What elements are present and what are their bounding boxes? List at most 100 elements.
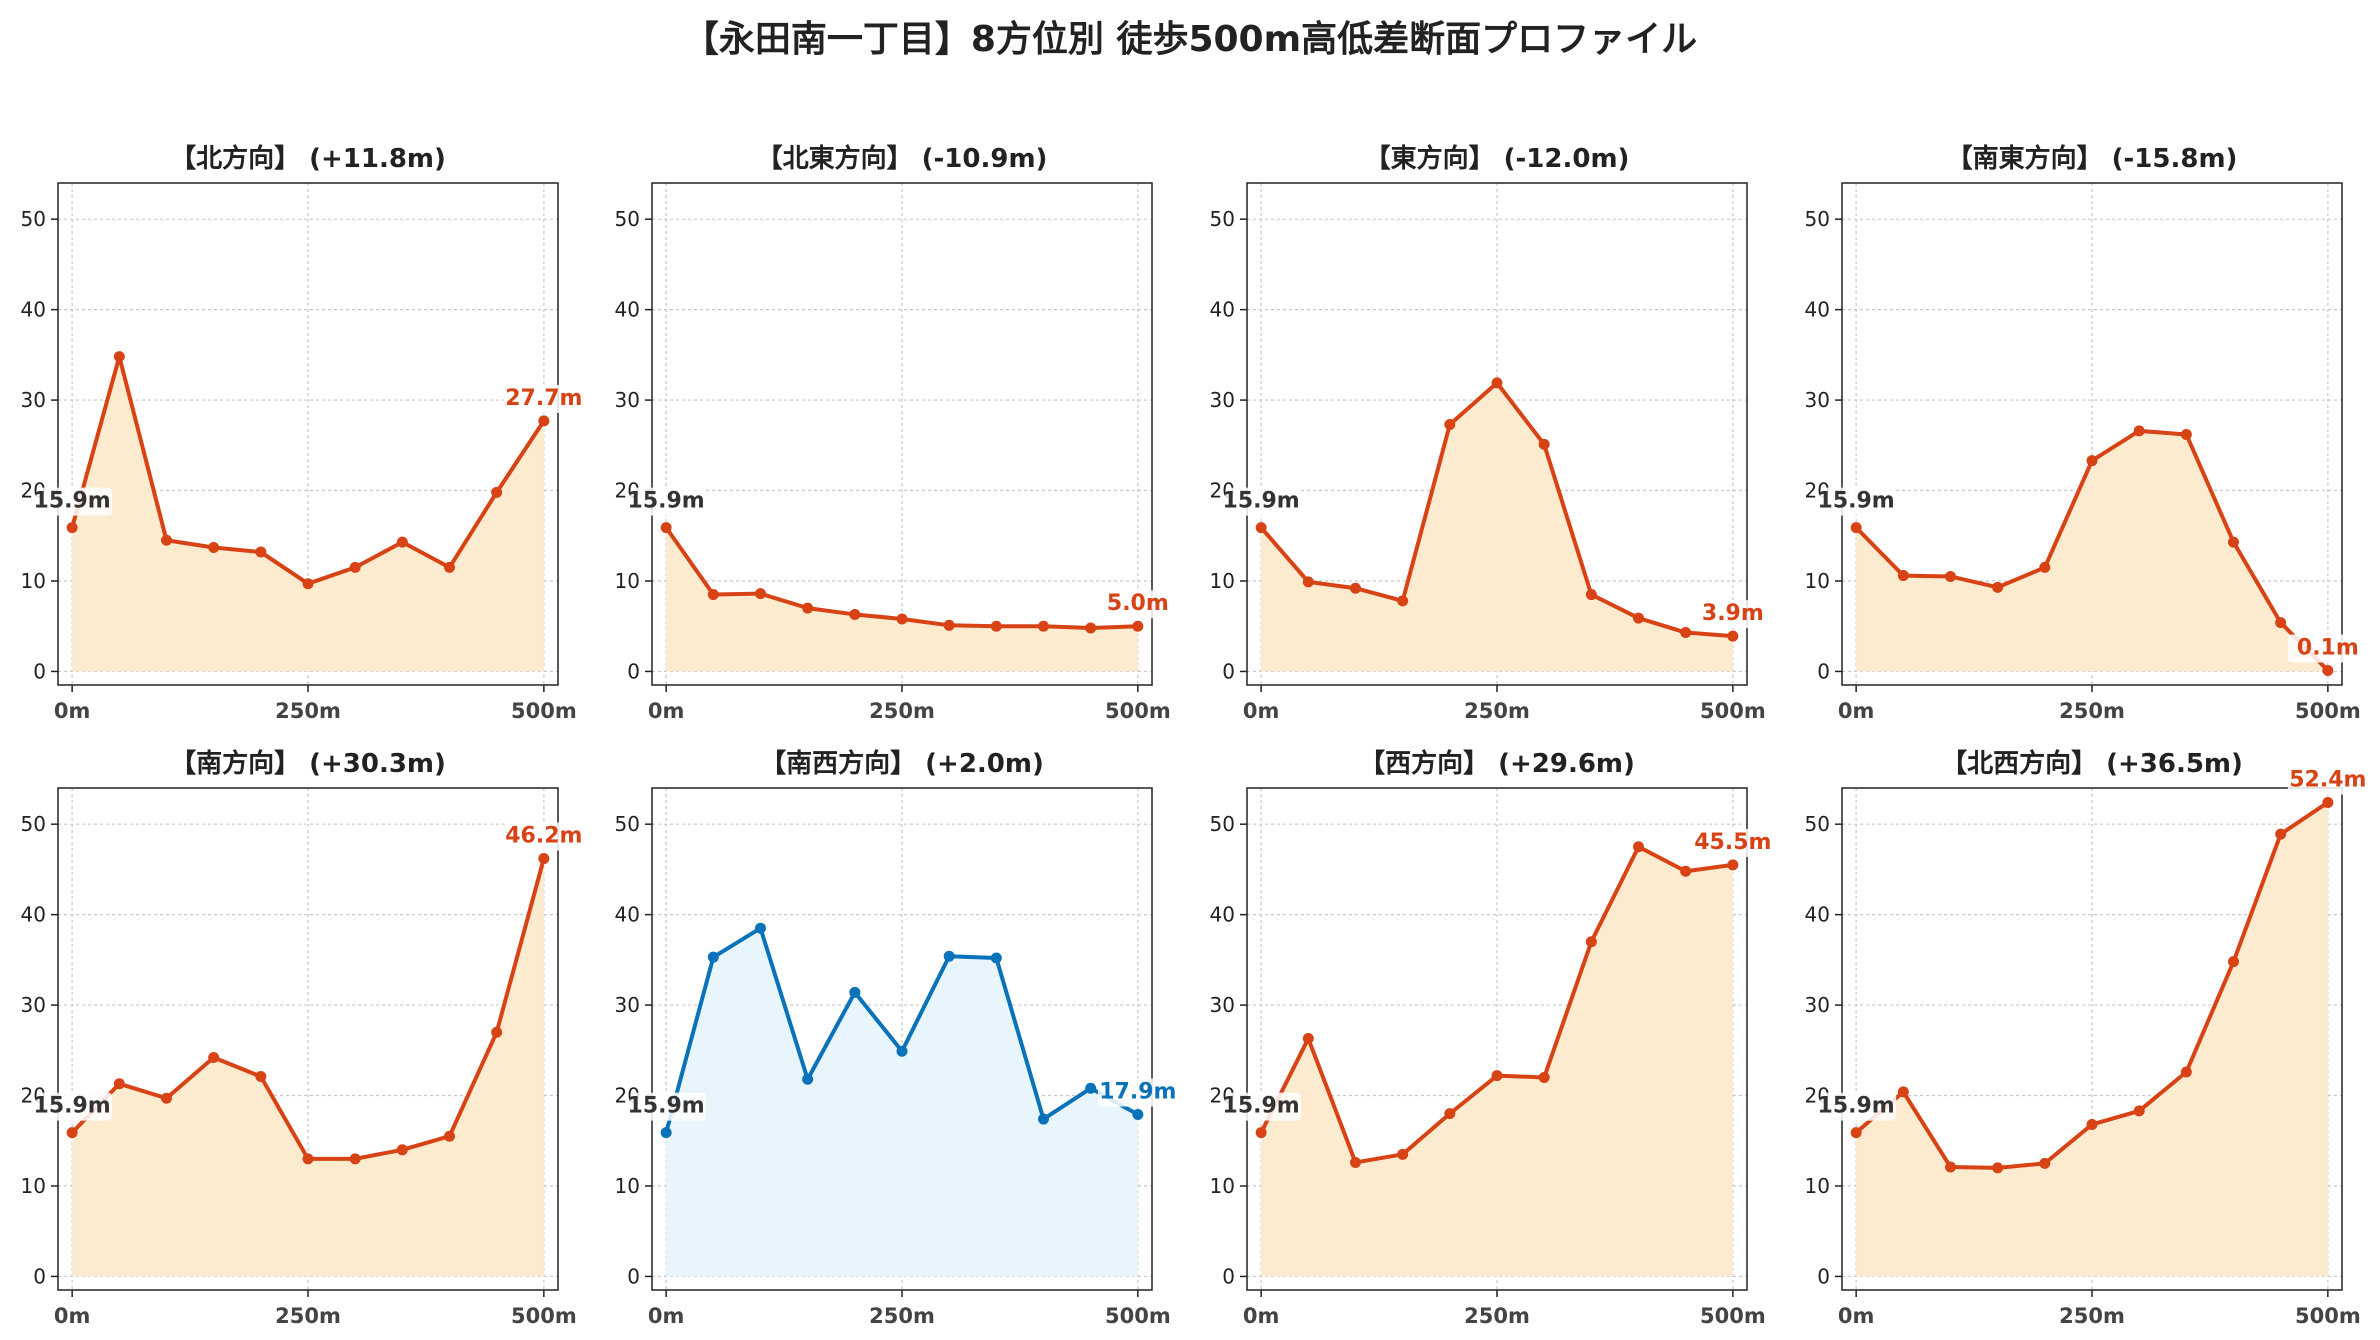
data-point: [66, 1127, 78, 1139]
data-point: [2228, 536, 2240, 548]
data-point: [1397, 1148, 1409, 1160]
x-tick-label: 0m: [1243, 1304, 1280, 1328]
data-point: [754, 922, 766, 934]
data-point: [1038, 1113, 1050, 1125]
data-point: [396, 1144, 408, 1156]
end-elevation-label: 27.7m: [505, 386, 582, 411]
start-elevation-label: 15.9m: [1818, 489, 1895, 514]
data-point: [208, 542, 220, 554]
end-elevation-label: 52.4m: [2289, 767, 2366, 792]
subplot-title: 【南西方向】 (+2.0m): [760, 748, 1044, 779]
start-label-box: [1225, 487, 1302, 516]
data-point: [1444, 1108, 1456, 1120]
data-point: [491, 486, 503, 498]
end-elevation-label: 45.5m: [1694, 830, 1771, 855]
data-point: [444, 561, 456, 573]
data-point: [538, 853, 550, 865]
data-point: [707, 589, 719, 601]
start-label-box: [1225, 1092, 1302, 1121]
y-tick-label: 0: [33, 1264, 46, 1288]
data-point: [2133, 1105, 2145, 1117]
data-point: [1444, 419, 1456, 431]
data-point: [1680, 865, 1692, 877]
elevation-area: [1261, 846, 1733, 1277]
subplot-title: 【北西方向】 (+36.5m): [1941, 748, 2243, 779]
data-point: [2086, 1118, 2098, 1130]
data-point: [1727, 859, 1739, 871]
end-label-box: [2287, 634, 2368, 663]
data-point: [1132, 620, 1144, 632]
data-point: [1944, 570, 1956, 582]
y-tick-label: 10: [21, 569, 46, 593]
y-tick-label: 50: [21, 812, 46, 836]
y-tick-label: 40: [1805, 298, 1830, 322]
data-point: [302, 578, 314, 590]
data-point: [1491, 377, 1503, 389]
data-point: [707, 951, 719, 963]
data-point: [2039, 561, 2051, 573]
data-point: [660, 522, 672, 534]
x-tick-label: 250m: [869, 1304, 935, 1328]
y-tick-label: 40: [21, 298, 46, 322]
elevation-area: [1856, 430, 2328, 672]
data-point: [849, 986, 861, 998]
end-elevation-label: 5.0m: [1107, 591, 1169, 616]
data-point: [754, 588, 766, 600]
data-point: [113, 1078, 125, 1090]
end-label-box: [1692, 828, 1773, 857]
start-elevation-label: 15.9m: [628, 489, 705, 514]
elevation-area: [1261, 382, 1733, 672]
data-point: [1897, 1086, 1909, 1098]
x-tick-label: 0m: [648, 699, 685, 723]
data-point: [160, 534, 172, 546]
end-elevation-label: 0.1m: [2297, 636, 2359, 661]
data-point: [896, 1045, 908, 1057]
start-label-box: [36, 1092, 113, 1121]
y-tick-label: 10: [615, 1174, 640, 1198]
y-tick-label: 0: [627, 1264, 640, 1288]
end-label-box: [1692, 600, 1773, 629]
y-tick-label: 0: [1817, 659, 1830, 683]
y-tick-label: 40: [615, 298, 640, 322]
y-tick-label: 10: [1210, 569, 1235, 593]
elevation-area: [1856, 802, 2328, 1277]
subplot-title: 【南東方向】 (-15.8m): [1947, 143, 2238, 174]
data-point: [1302, 1033, 1314, 1045]
data-point: [849, 608, 861, 620]
x-tick-label: 0m: [1838, 699, 1875, 723]
y-tick-label: 40: [615, 903, 640, 927]
y-tick-label: 50: [1210, 812, 1235, 836]
y-tick-label: 10: [1210, 1174, 1235, 1198]
x-tick-label: 250m: [1464, 1304, 1530, 1328]
x-tick-label: 250m: [2059, 699, 2125, 723]
x-tick-label: 500m: [2295, 1304, 2361, 1328]
data-point: [943, 619, 955, 631]
y-tick-label: 50: [1805, 812, 1830, 836]
subplot-title: 【南方向】 (+30.3m): [170, 748, 446, 779]
end-label-box: [1097, 590, 1178, 619]
y-tick-label: 0: [1817, 1264, 1830, 1288]
data-point: [2086, 455, 2098, 467]
data-point: [66, 522, 78, 534]
y-tick-label: 30: [1805, 388, 1830, 412]
y-tick-label: 30: [615, 993, 640, 1017]
elevation-area: [72, 356, 544, 672]
y-tick-label: 30: [1805, 993, 1830, 1017]
start-elevation-label: 15.9m: [34, 489, 111, 514]
x-tick-label: 500m: [1700, 1304, 1766, 1328]
data-point: [1633, 612, 1645, 624]
data-point: [538, 415, 550, 427]
data-point: [1850, 1127, 1862, 1139]
data-point: [1302, 576, 1314, 588]
data-point: [113, 351, 125, 363]
data-point: [1085, 622, 1097, 634]
data-point: [2275, 617, 2287, 629]
start-label-box: [630, 487, 707, 516]
y-tick-label: 30: [1210, 388, 1235, 412]
